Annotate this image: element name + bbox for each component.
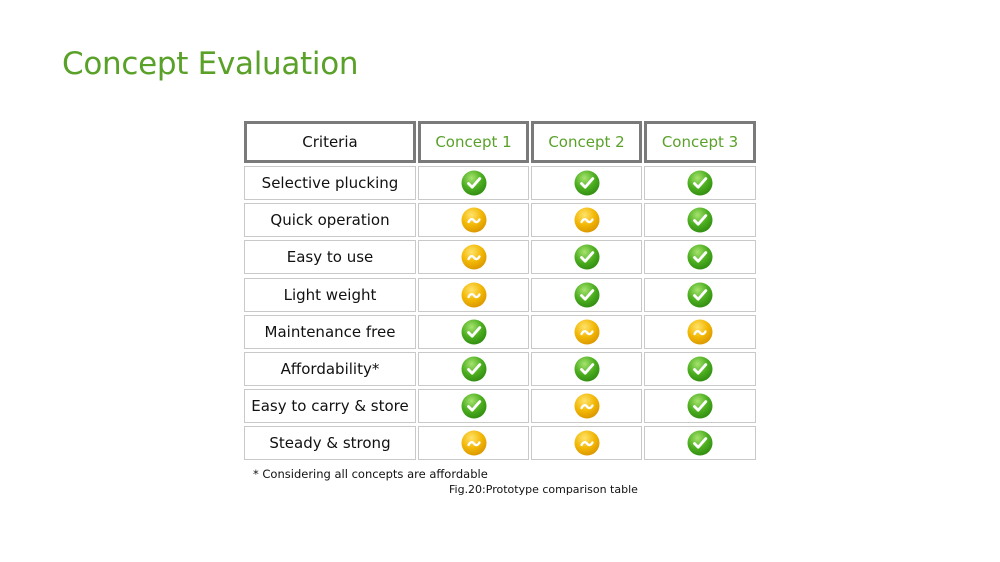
rating-cell-concept-2 [531, 314, 642, 349]
table-row: Selective plucking [244, 166, 756, 200]
rating-cell-concept-1 [418, 240, 529, 275]
tilde-mark-icon [461, 282, 486, 308]
check-mark-icon [461, 319, 486, 345]
rating-cell-concept-1 [418, 166, 529, 200]
rating-cell-concept-3 [644, 277, 756, 312]
slide-title: Concept Evaluation [62, 46, 359, 82]
criterion-cell: Quick operation [244, 203, 416, 238]
tilde-mark-icon [461, 430, 486, 456]
footnote: * Considering all concepts are affordabl… [253, 467, 488, 481]
table-row: Light weight [244, 277, 756, 312]
criterion-cell: Easy to carry & store [244, 389, 416, 424]
tilde-mark-icon [461, 244, 486, 270]
header-criteria: Criteria [244, 121, 416, 163]
tilde-mark-icon [574, 207, 599, 233]
check-mark-icon [574, 282, 599, 308]
rating-cell-concept-1 [418, 203, 529, 238]
check-mark-icon [687, 244, 713, 270]
rating-cell-concept-1 [418, 277, 529, 312]
rating-cell-concept-3 [644, 240, 756, 275]
rating-cell-concept-1 [418, 426, 529, 461]
check-mark-icon [574, 356, 599, 382]
check-mark-icon [687, 356, 713, 382]
rating-cell-concept-1 [418, 314, 529, 349]
table-row: Maintenance free [244, 314, 756, 349]
criterion-cell: Affordability* [244, 352, 416, 386]
criterion-cell: Light weight [244, 277, 416, 312]
tilde-mark-icon [574, 430, 599, 456]
criterion-cell: Selective plucking [244, 166, 416, 200]
tilde-mark-icon [574, 319, 599, 345]
check-mark-icon [574, 170, 599, 196]
table-row: Steady & strong [244, 426, 756, 461]
check-mark-icon [687, 282, 713, 308]
header-concept-2: Concept 2 [531, 121, 642, 163]
table-row: Affordability* [244, 352, 756, 386]
rating-cell-concept-1 [418, 352, 529, 386]
check-mark-icon [461, 393, 486, 419]
check-mark-icon [461, 170, 486, 196]
check-mark-icon [574, 244, 599, 270]
check-mark-icon [687, 207, 713, 233]
criterion-cell: Maintenance free [244, 314, 416, 349]
table-header-row: Criteria Concept 1 Concept 2 Concept 3 [244, 121, 756, 163]
tilde-mark-icon [461, 207, 486, 233]
table-row: Easy to carry & store [244, 389, 756, 424]
rating-cell-concept-3 [644, 389, 756, 424]
check-mark-icon [687, 430, 713, 456]
figure-caption: Fig.20:Prototype comparison table [449, 483, 638, 496]
tilde-mark-icon [574, 393, 599, 419]
criterion-cell: Steady & strong [244, 426, 416, 461]
check-mark-icon [687, 393, 713, 419]
header-concept-3: Concept 3 [644, 121, 756, 163]
rating-cell-concept-3 [644, 352, 756, 386]
rating-cell-concept-2 [531, 277, 642, 312]
rating-cell-concept-1 [418, 389, 529, 424]
check-mark-icon [461, 356, 486, 382]
rating-cell-concept-2 [531, 389, 642, 424]
rating-cell-concept-2 [531, 166, 642, 200]
rating-cell-concept-2 [531, 203, 642, 238]
rating-cell-concept-2 [531, 426, 642, 461]
header-concept-1: Concept 1 [418, 121, 529, 163]
check-mark-icon [687, 170, 713, 196]
rating-cell-concept-2 [531, 240, 642, 275]
table-row: Easy to use [244, 240, 756, 275]
rating-cell-concept-3 [644, 426, 756, 461]
criterion-cell: Easy to use [244, 240, 416, 275]
rating-cell-concept-3 [644, 203, 756, 238]
rating-cell-concept-3 [644, 314, 756, 349]
tilde-mark-icon [687, 319, 713, 345]
rating-cell-concept-2 [531, 352, 642, 386]
rating-cell-concept-3 [644, 166, 756, 200]
table-row: Quick operation [244, 203, 756, 238]
